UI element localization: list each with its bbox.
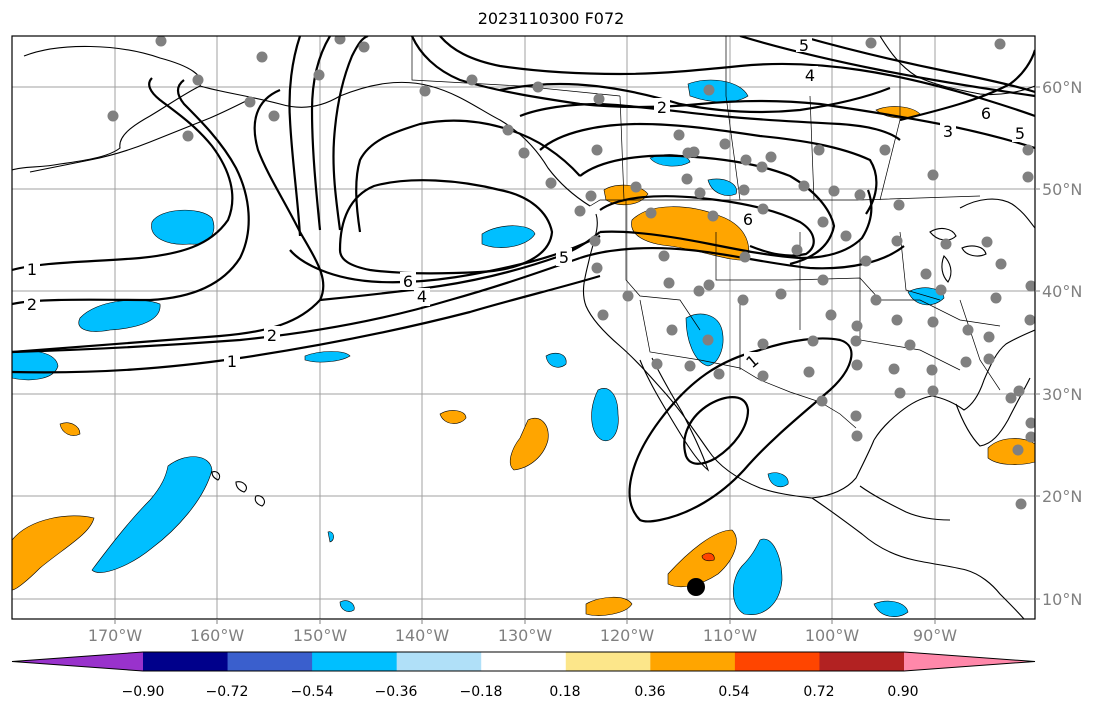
longitude-label: 170°W [88,626,143,645]
latitude-label: 30°N [1042,385,1082,404]
longitude-labels: 170°W 160°W 150°W 140°W 130°W 120°W 110°… [88,626,957,645]
political-borders [411,36,1001,429]
coastlines [12,36,1035,619]
contour-label: 1 [27,260,37,279]
contour-label: 4 [805,66,815,85]
longitude-label: 140°W [395,626,450,645]
colorbar-segment [312,652,398,671]
colorbar-tick-label: −0.72 [206,684,249,700]
colorbar-tick-label: −0.36 [375,684,418,700]
contour-label: 6 [981,104,991,123]
latitude-label: 60°N [1042,78,1082,97]
map-area [12,36,1035,619]
latitude-label: 50°N [1042,180,1082,199]
contour-label: 4 [417,287,427,306]
colorbar-tick-label: −0.90 [122,684,165,700]
contour-labels: 1 2 1 2 4 6 5 6 2 4 5 3 5 6 [24,36,1028,372]
colorbar-segment [565,652,651,671]
colorbar-segment [819,652,905,671]
colorbar-segment [396,652,482,671]
colorbar-segment [650,652,736,671]
latitude-labels: 60°N 50°N 40°N 30°N 20°N 10°N [1042,78,1082,609]
storm-center-marker [687,578,705,596]
longitude-label: 150°W [293,626,348,645]
latitude-label: 20°N [1042,487,1082,506]
contour-label: 6 [743,210,753,229]
station-markers [107,36,1035,510]
colorbar [11,651,1036,672]
contour-label: 6 [403,272,413,291]
colorbar-extend-high [904,652,1035,671]
contour-label: 5 [799,36,809,55]
axis-ticks [114,86,1040,624]
colorbar-tick-label: 0.18 [549,684,580,700]
longitude-label: 130°W [498,626,553,645]
colorbar-outline [11,651,1036,672]
longitude-label: 160°W [190,626,245,645]
longitude-label: 100°W [805,626,860,645]
colorbar-segment [227,652,313,671]
map-title: 2023110300 F072 [477,9,625,28]
latitude-label: 10°N [1042,590,1082,609]
colorbar-tick-labels: −0.90 −0.72 −0.54 −0.36 −0.18 0.18 0.36 … [122,684,919,700]
contour-label: 3 [943,122,953,141]
colorbar-tick-label: 0.72 [803,684,834,700]
colorbar-tick-label: 0.90 [887,684,918,700]
contour-label: 2 [267,326,277,345]
colorbar-tick-label: 0.36 [634,684,665,700]
positive-anomaly-areas [12,106,1035,616]
colorbar-tick-label: 0.54 [718,684,749,700]
contour-label: 2 [27,295,37,314]
colorbar-segment [481,652,567,671]
latitude-label: 40°N [1042,282,1082,301]
colorbar-extend-low [12,652,143,671]
colorbar-segment [143,652,229,671]
map-border [11,35,1036,620]
longitude-label: 90°W [913,626,957,645]
colorbar-tick-label: −0.54 [291,684,334,700]
longitude-label: 110°W [703,626,758,645]
contour-label: 1 [227,352,237,371]
colorbar-segment [734,652,820,671]
contour-label: 5 [559,248,569,267]
colorbar-tick-label: −0.18 [460,684,503,700]
longitude-label: 120°W [600,626,655,645]
contour-label: 5 [1015,124,1025,143]
contour-label: 2 [657,98,667,117]
